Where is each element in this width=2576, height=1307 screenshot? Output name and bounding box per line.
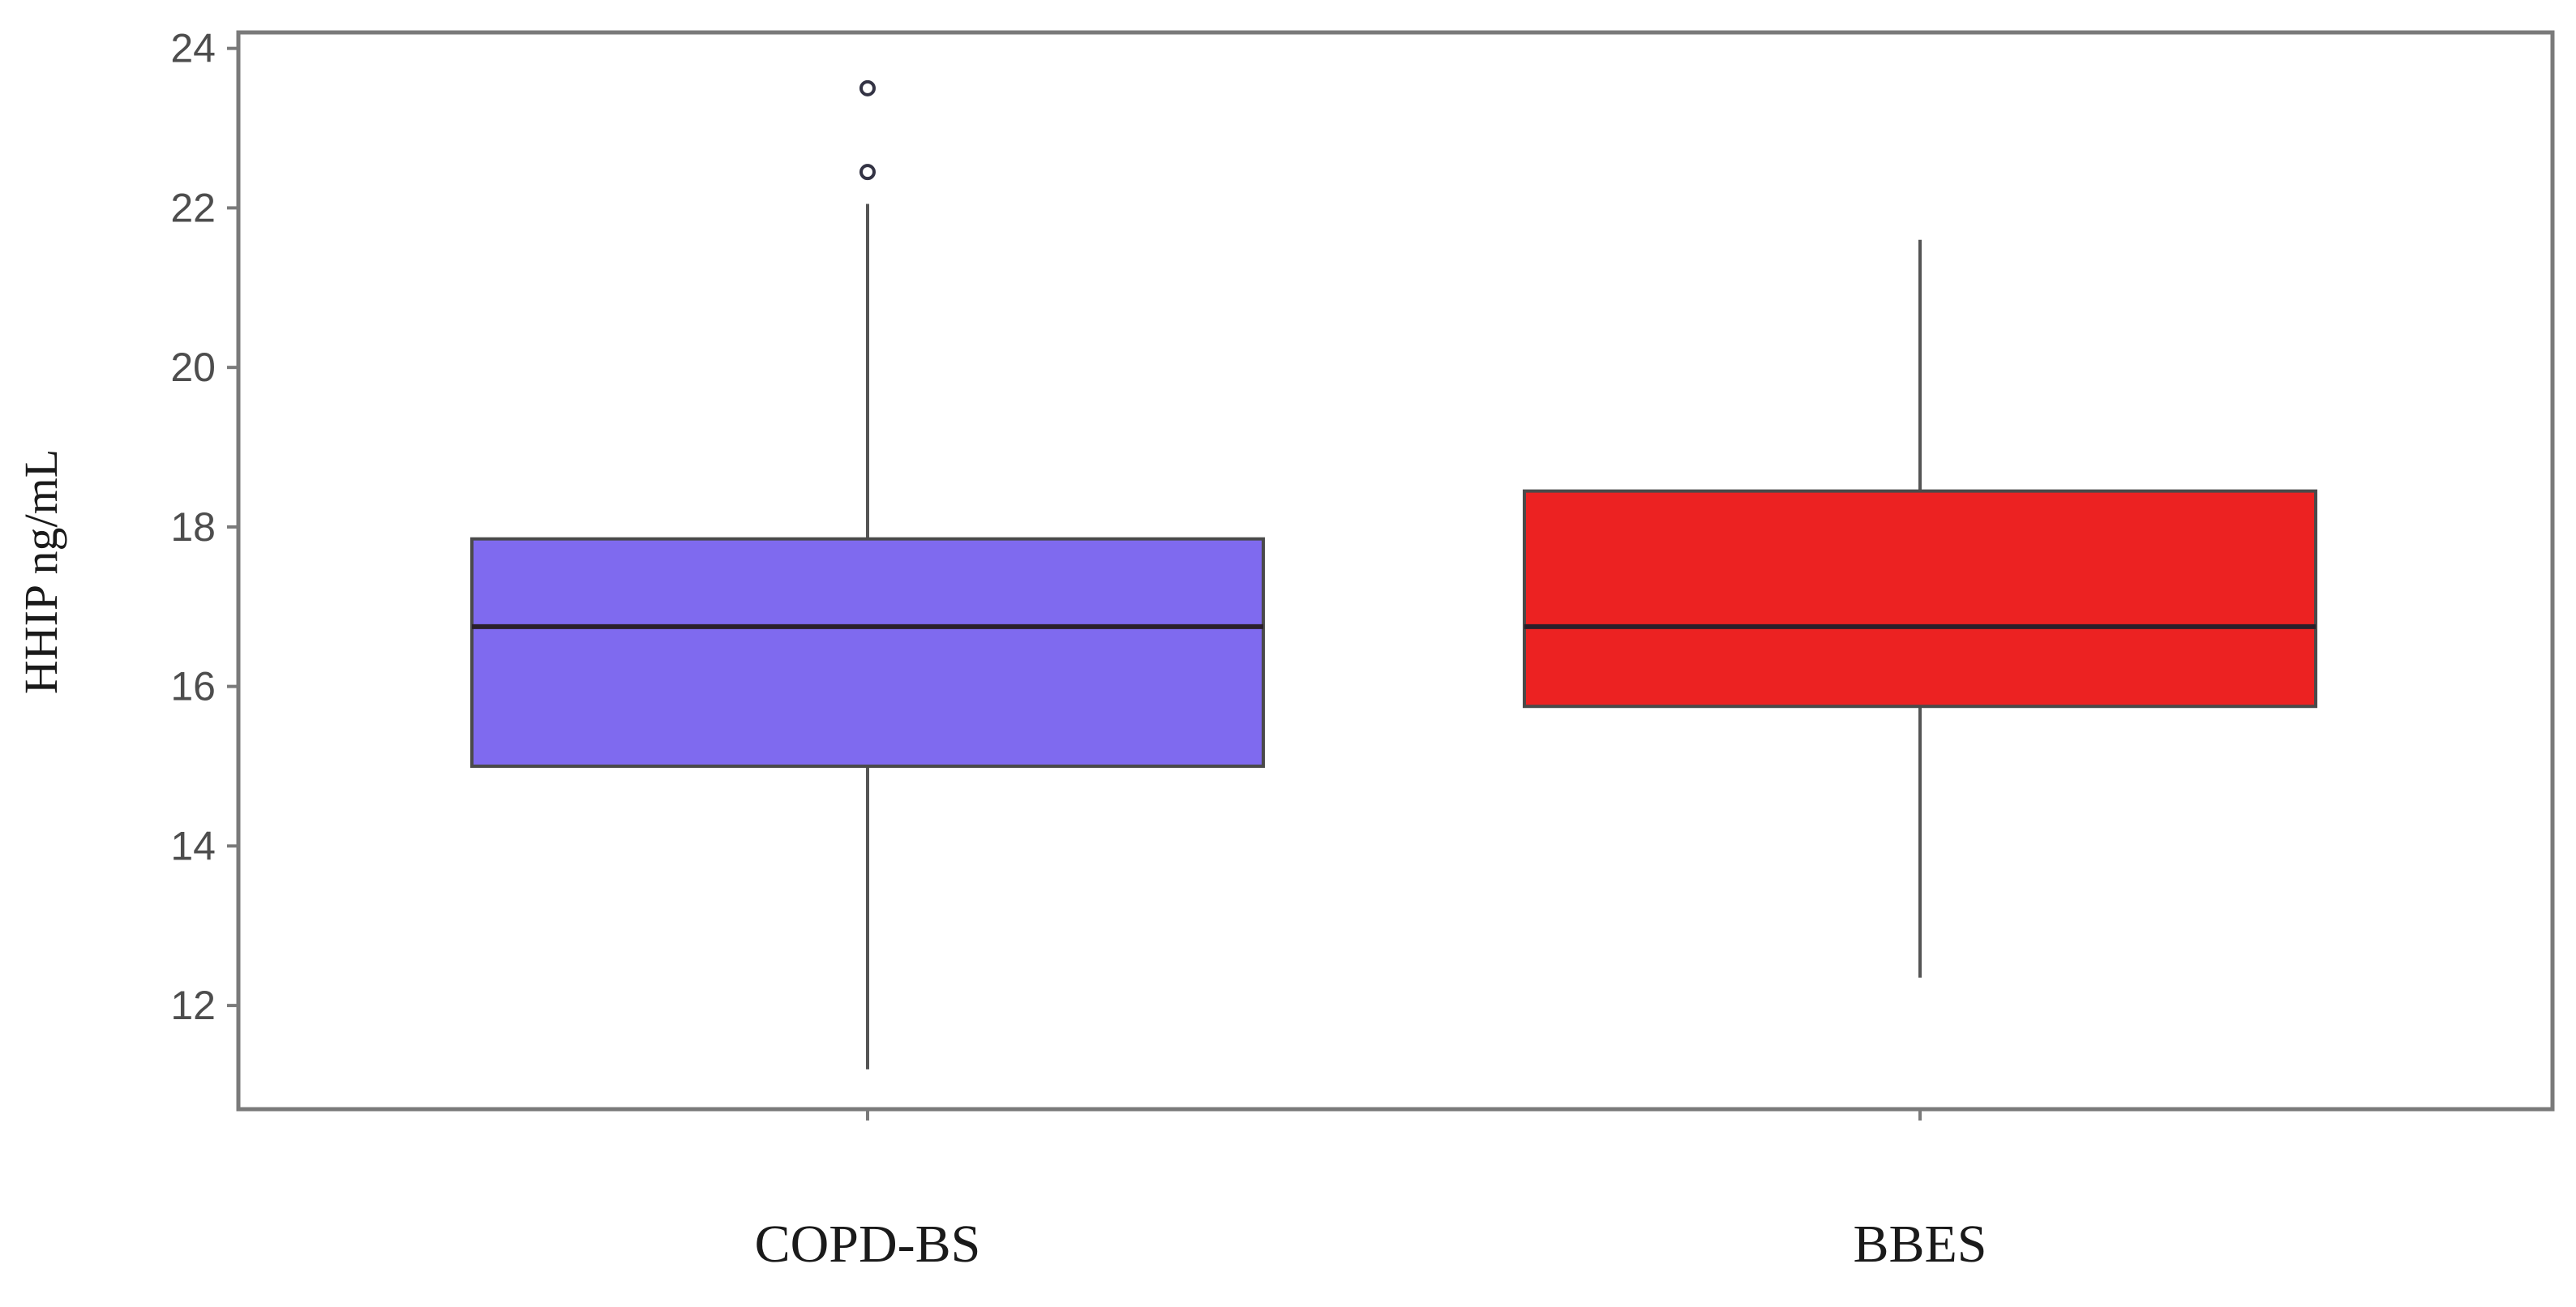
plot-frame <box>236 30 2555 1112</box>
x-category-label: BBES <box>1853 1215 1987 1274</box>
iqr-box <box>470 537 1265 769</box>
y-tick-label: 14 <box>170 823 216 868</box>
iqr-box <box>1523 489 2317 709</box>
y-tick-label: 18 <box>170 504 216 550</box>
y-tick-label: 22 <box>170 185 216 230</box>
box-group-bbes <box>1523 239 2317 978</box>
y-axis-title: HHIP ng/mL <box>15 449 67 694</box>
outlier-point <box>859 164 876 181</box>
y-tick-label: 12 <box>170 983 216 1028</box>
box-group-copd-bs <box>470 79 1265 1069</box>
x-category-label: COPD-BS <box>755 1215 981 1274</box>
y-tick-label: 20 <box>170 345 216 390</box>
outlier-point <box>859 79 876 96</box>
y-tick-label: 24 <box>170 26 216 71</box>
y-tick-label: 16 <box>170 664 216 709</box>
